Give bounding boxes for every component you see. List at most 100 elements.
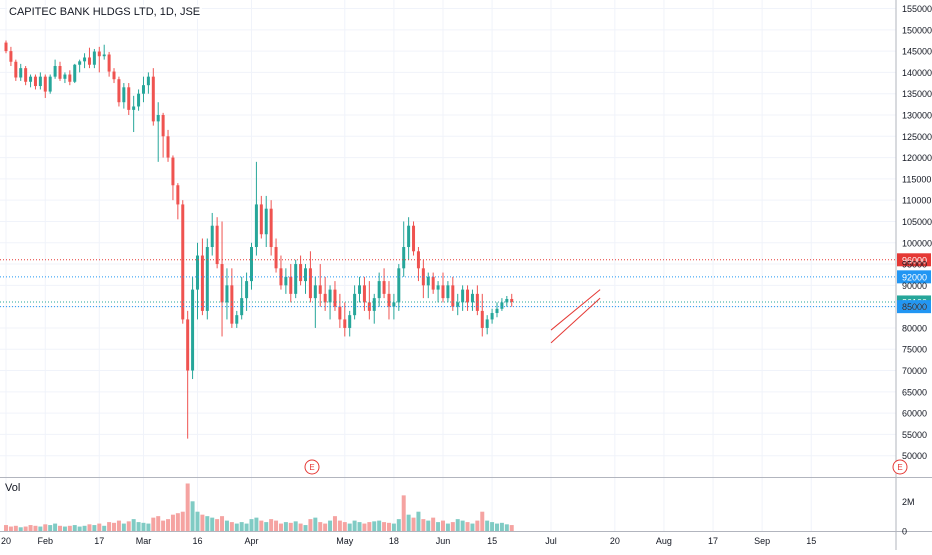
volume-bar [156, 516, 161, 531]
candle-body [127, 87, 131, 110]
candle-body [141, 85, 145, 94]
candle-body [43, 76, 47, 92]
candle-body [53, 66, 57, 77]
volume-bar [195, 511, 200, 531]
candle-body [500, 302, 504, 309]
candle-body [397, 268, 401, 303]
y-tick-label: 60000 [902, 409, 927, 419]
volume-bar [426, 520, 431, 531]
y-tick-label: 75000 [902, 345, 927, 355]
candle-body [510, 298, 514, 302]
volume-bar [4, 525, 8, 531]
candle-body [348, 315, 352, 328]
volume-bar [509, 525, 514, 531]
volume-bar [293, 521, 298, 531]
candle-body [38, 76, 42, 87]
volume-bar [264, 522, 269, 531]
candle-body [353, 293, 357, 316]
x-tick-label: 18 [389, 536, 399, 546]
candle-body [122, 87, 126, 103]
candle-body [92, 51, 96, 65]
candle-body [117, 79, 121, 103]
candle-body [274, 247, 278, 269]
volume-bar [411, 517, 416, 531]
y-tick-label: 135000 [902, 89, 932, 99]
volume-bar [58, 525, 63, 531]
candle-body [176, 185, 180, 205]
candle-body [68, 74, 72, 82]
volume-bar [166, 519, 171, 531]
price-lines: 96000920008610085000 [0, 253, 931, 314]
volume-bar [386, 522, 391, 531]
volume-bar [97, 523, 102, 531]
volume-bar [175, 513, 180, 531]
x-tick-label: 20 [610, 536, 620, 546]
volume-bar [362, 523, 367, 531]
x-tick-label: 16 [192, 536, 202, 546]
candle-body [490, 313, 494, 320]
volume-bar [485, 520, 490, 531]
volume-bar [416, 511, 421, 531]
volume-bar [38, 526, 43, 531]
x-tick-label: 15 [806, 536, 816, 546]
volume-bar [33, 525, 38, 531]
y-tick-label: 70000 [902, 366, 927, 376]
channel-drawing[interactable] [550, 289, 601, 344]
volume-tick-label: 0 [902, 527, 907, 537]
volume-bar [332, 516, 337, 531]
y-tick-label: 85000 [902, 302, 927, 312]
volume-bar [102, 525, 107, 531]
x-tick-label: Sep [754, 536, 770, 546]
volume-label: Vol [5, 482, 21, 494]
volume-bar [249, 519, 254, 531]
candle-body [33, 76, 37, 87]
candle-body [132, 106, 136, 110]
volume-bar [357, 522, 362, 531]
volume-bar [53, 523, 58, 531]
volume-bar [450, 522, 455, 531]
y-tick-label: 125000 [902, 132, 932, 142]
candle-body [146, 76, 150, 86]
volume-bar [372, 521, 377, 531]
candle-body [426, 276, 430, 286]
volume-bar [67, 525, 72, 531]
volume-bar [480, 511, 485, 531]
candle-body [470, 293, 474, 303]
volume-bar [8, 526, 13, 531]
candle-body [284, 276, 288, 286]
volume-bar [274, 520, 279, 531]
volume-bar [308, 519, 313, 531]
volume-bar [244, 523, 249, 531]
volume-bar [283, 522, 288, 531]
volume-bar [499, 522, 504, 531]
candle-body [4, 42, 8, 52]
candle-body [78, 61, 82, 65]
candle-body [461, 289, 465, 303]
candle-body [156, 114, 160, 122]
volume-bar [436, 522, 441, 531]
earnings-marker-label: E [897, 463, 902, 472]
candle-body [9, 51, 13, 62]
candle-body [250, 247, 253, 282]
candle-body [377, 281, 381, 299]
chart-title: CAPITEC BANK HLDGS LTD, 1D, JSE [7, 5, 203, 19]
y-tick-label: 105000 [902, 217, 932, 227]
candle-body [230, 285, 234, 324]
candle-body [333, 289, 337, 307]
y-tick-label: 100000 [902, 238, 932, 248]
candle-body [240, 298, 244, 316]
candle-body [338, 306, 342, 320]
volume-bar [490, 522, 495, 531]
volume-bar [318, 522, 323, 531]
candle-body [151, 76, 155, 122]
y-tick-label: 80000 [902, 323, 927, 333]
volume-bar [121, 523, 126, 531]
candle-body [269, 208, 273, 248]
candle-body [495, 308, 499, 314]
volume-bar [151, 517, 156, 531]
candle-body [225, 285, 229, 303]
candle-body [166, 136, 170, 158]
